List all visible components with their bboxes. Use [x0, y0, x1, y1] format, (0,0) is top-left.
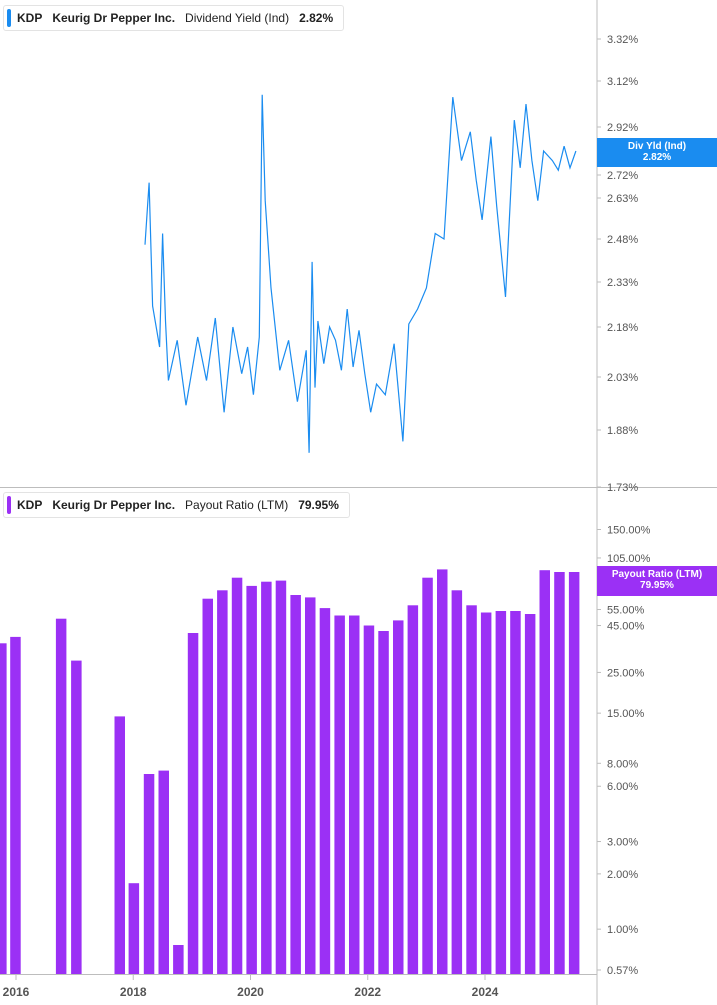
y-tick-label: 2.18%: [607, 322, 638, 334]
legend-company: Keurig Dr Pepper Inc.: [52, 498, 176, 512]
x-tick-label: 2018: [120, 985, 147, 999]
payout-bar: [305, 597, 316, 974]
y-tick-label: 15.00%: [607, 708, 645, 720]
y-tick-label: 2.63%: [607, 193, 638, 205]
y-tick-label: 150.00%: [607, 525, 651, 537]
y-tick-label: 3.32%: [607, 34, 638, 46]
yield-value-tag: Div Yld (Ind) 2.82%: [597, 138, 717, 167]
y-tick-label: 1.73%: [607, 482, 638, 494]
payout-bar: [378, 631, 389, 974]
legend-company: Keurig Dr Pepper Inc.: [52, 11, 176, 25]
payout-bar: [143, 774, 155, 974]
y-tick-label: 8.00%: [607, 758, 638, 770]
y-tick-label: 55.00%: [607, 605, 645, 617]
payout-legend[interactable]: KDP Keurig Dr Pepper Inc. Payout Ratio (…: [3, 492, 350, 518]
legend-metric: Payout Ratio (LTM): [185, 498, 289, 512]
y-tick-label: 2.72%: [607, 170, 638, 182]
payout-bar: [466, 605, 477, 974]
y-tick-label: 2.03%: [607, 372, 638, 384]
y-tick-label: 1.88%: [607, 425, 638, 437]
legend-ticker: KDP: [17, 498, 43, 512]
payout-bar: [407, 605, 419, 974]
y-tick-label: 0.57%: [607, 965, 638, 977]
payout-bar: [510, 611, 521, 974]
payout-bar: [246, 585, 257, 974]
yield-y-axis: 3.32% 3.12% 2.92% 2.72% 2.63% 2.48% 2.33% 2.18%…: [597, 34, 638, 494]
legend-value: 79.95%: [298, 498, 339, 512]
payout-bar: [261, 581, 272, 974]
payout-y-axis: 150.00% 105.00% 55.00% 45.00% 25.00% 15.00% 8.…: [597, 525, 651, 977]
yield-series-line: [144, 94, 577, 453]
y-tick-label: 2.33%: [607, 277, 638, 289]
y-tick-label: 105.00%: [607, 553, 651, 565]
yield-tag-value: 2.82%: [642, 152, 672, 163]
yield-legend[interactable]: KDP Keurig Dr Pepper Inc. Dividend Yield…: [3, 5, 345, 31]
yield-swatch: [7, 9, 11, 27]
yield-tag-label: Div Yld (Ind): [627, 141, 687, 152]
payout-swatch: [7, 496, 11, 514]
payout-tag-label: Payout Ratio (LTM): [611, 569, 703, 580]
y-tick-label: 6.00%: [607, 781, 638, 793]
payout-bar: [524, 614, 536, 974]
payout-bar: [217, 590, 228, 974]
x-tick-label: 2024: [472, 985, 499, 999]
y-tick-label: 2.92%: [607, 122, 638, 134]
y-tick-label: 3.12%: [607, 76, 638, 88]
payout-bar: [158, 770, 169, 974]
y-tick-label: 2.00%: [607, 869, 638, 881]
payout-value-tag: Payout Ratio (LTM) 79.95%: [597, 566, 717, 596]
payout-bar: [231, 577, 243, 974]
legend-ticker: KDP: [17, 11, 43, 25]
payout-bar: [480, 612, 492, 974]
y-tick-label: 3.00%: [607, 837, 638, 849]
x-tick-label: 2016: [3, 985, 30, 999]
payout-bar: [275, 580, 287, 974]
payout-bar: [187, 633, 199, 974]
payout-bar: [202, 598, 213, 974]
payout-bar: [495, 611, 507, 974]
payout-bar: [539, 570, 550, 974]
payout-bar: [71, 660, 82, 974]
payout-bar: [0, 643, 7, 974]
legend-value: 2.82%: [299, 11, 334, 25]
payout-bar: [422, 577, 433, 974]
payout-bar: [319, 608, 331, 974]
y-tick-label: 1.00%: [607, 924, 638, 936]
payout-bar: [451, 590, 463, 974]
payout-bars: [0, 569, 580, 974]
payout-bar: [290, 595, 301, 974]
y-tick-label: 45.00%: [607, 621, 645, 633]
payout-bar: [393, 620, 404, 974]
payout-tag-value: 79.95%: [640, 580, 674, 591]
payout-bar: [173, 945, 184, 974]
y-tick-label: 25.00%: [607, 667, 645, 679]
payout-bar: [554, 572, 565, 974]
payout-bar: [349, 615, 360, 974]
x-tick-label: 2022: [354, 985, 381, 999]
x-tick-label: 2020: [237, 985, 264, 999]
payout-bar: [568, 572, 580, 974]
payout-bar: [128, 883, 140, 974]
payout-bar: [114, 716, 125, 974]
legend-metric: Dividend Yield (Ind): [185, 11, 290, 25]
y-tick-label: 2.48%: [607, 234, 638, 246]
payout-bar: [437, 569, 448, 974]
x-axis: 2016 2018 2020 2022 2024: [3, 974, 499, 999]
payout-bar: [10, 636, 21, 974]
payout-bar: [334, 615, 345, 974]
payout-bar: [55, 618, 67, 974]
payout-bar: [363, 625, 375, 974]
